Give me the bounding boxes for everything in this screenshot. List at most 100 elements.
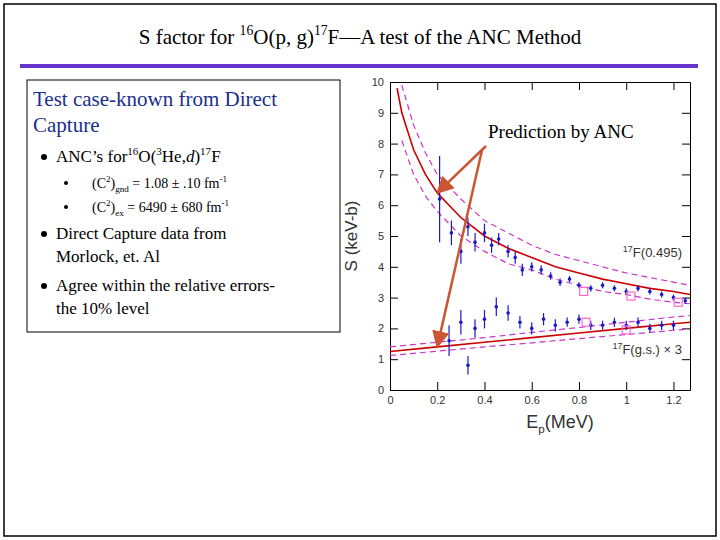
marker	[674, 298, 682, 306]
tick-label: 2	[378, 322, 384, 334]
marker	[483, 317, 487, 321]
marker	[438, 197, 442, 201]
marker	[660, 293, 664, 297]
text-segment: (C	[92, 176, 106, 192]
bullet-text: the 10% level	[56, 299, 150, 318]
marker	[549, 274, 553, 278]
tick: 1	[624, 382, 630, 406]
marker	[497, 237, 501, 241]
marker	[558, 280, 562, 284]
marker	[568, 277, 572, 281]
tick	[682, 205, 690, 206]
tick-mark	[626, 82, 627, 90]
bullet-text: Morlock, et. Al	[56, 247, 160, 266]
tick	[682, 236, 690, 237]
text-segment: (C	[92, 200, 106, 216]
slide-title: S factor for 16O(p, g)17F—A test of the …	[139, 23, 582, 49]
tick-mark	[390, 298, 398, 299]
axis-line	[690, 83, 691, 391]
marker	[636, 320, 640, 324]
tick-mark	[579, 82, 580, 90]
tick: 6	[378, 199, 398, 211]
tick	[682, 82, 690, 83]
tick-mark	[437, 382, 438, 390]
tick-label: 8	[378, 138, 384, 150]
tick-mark	[390, 113, 398, 114]
tick: 3	[378, 292, 398, 304]
text-segment: -1	[220, 174, 228, 184]
marker	[506, 311, 510, 315]
axis: 00.20.40.60.811.2	[387, 382, 690, 406]
marker	[483, 231, 487, 235]
marker	[613, 287, 617, 291]
tick	[682, 390, 690, 391]
tick-label: 0	[387, 394, 393, 406]
tick-mark	[682, 236, 690, 237]
tick-label: 1	[378, 353, 384, 365]
tick: 0.8	[572, 382, 587, 406]
axis: 012345678910	[372, 76, 398, 396]
tick-mark	[390, 359, 398, 360]
tick-mark	[682, 82, 690, 83]
marker	[624, 324, 628, 328]
tick-mark	[484, 82, 485, 90]
axis-line	[391, 82, 691, 83]
marker	[459, 320, 463, 324]
marker	[513, 256, 517, 260]
marker	[518, 320, 522, 324]
tick-mark	[390, 236, 398, 237]
text-segment: Direct Capture data from	[56, 224, 226, 243]
tick	[437, 82, 438, 90]
plot-area	[390, 85, 690, 375]
sub-bullet	[64, 181, 68, 185]
text-segment: S factor for	[139, 25, 240, 49]
tick-label: 0	[378, 384, 384, 396]
tick-mark	[579, 382, 580, 390]
marker	[601, 324, 605, 328]
tick-mark	[682, 390, 690, 391]
tick-label: 6	[378, 199, 384, 211]
tick	[579, 82, 580, 90]
marker	[683, 299, 687, 303]
tick: 1.2	[666, 382, 681, 406]
curve	[397, 88, 690, 294]
tick-mark	[390, 267, 398, 268]
tick	[390, 82, 391, 90]
marker	[490, 243, 494, 247]
marker	[589, 287, 593, 291]
text-segment: 17	[314, 23, 328, 38]
annotation: Prediction by ANC	[488, 121, 634, 142]
tick: 0	[378, 384, 398, 396]
marker	[542, 317, 546, 321]
text-segment: F—A test of the ANC Method	[328, 25, 582, 49]
text-segment: (MeV)	[545, 412, 594, 432]
bullet-text: ANC’s for16O(3He,d)17F	[56, 145, 221, 166]
text-segment: the 10% level	[56, 299, 150, 318]
tick	[682, 359, 690, 360]
marker	[450, 231, 454, 235]
curve-label: 17F(0.495)	[623, 244, 682, 260]
box-heading: Capture	[33, 113, 99, 137]
tick	[682, 144, 690, 145]
tick	[673, 82, 674, 90]
text-segment: gnd	[115, 184, 129, 194]
marker	[613, 320, 617, 324]
box-heading: Test case-known from Direct	[33, 87, 277, 111]
tick: 0.2	[430, 382, 445, 406]
marker	[580, 287, 588, 295]
tick-mark	[390, 144, 398, 145]
tick-mark	[682, 144, 690, 145]
tick	[682, 174, 690, 175]
marker	[577, 283, 581, 287]
marker	[539, 268, 543, 272]
y-axis-title: S (keV-b)	[342, 201, 361, 272]
marker	[601, 283, 605, 287]
tick: 2	[378, 322, 398, 334]
text-segment: O(	[138, 147, 156, 166]
text-segment: F	[211, 147, 220, 166]
tick-mark	[682, 359, 690, 360]
tick	[682, 298, 690, 299]
text-segment: Morlock, et. Al	[56, 247, 160, 266]
tick-mark	[673, 382, 674, 390]
text-segment: F(g.s.) × 3	[622, 342, 682, 357]
